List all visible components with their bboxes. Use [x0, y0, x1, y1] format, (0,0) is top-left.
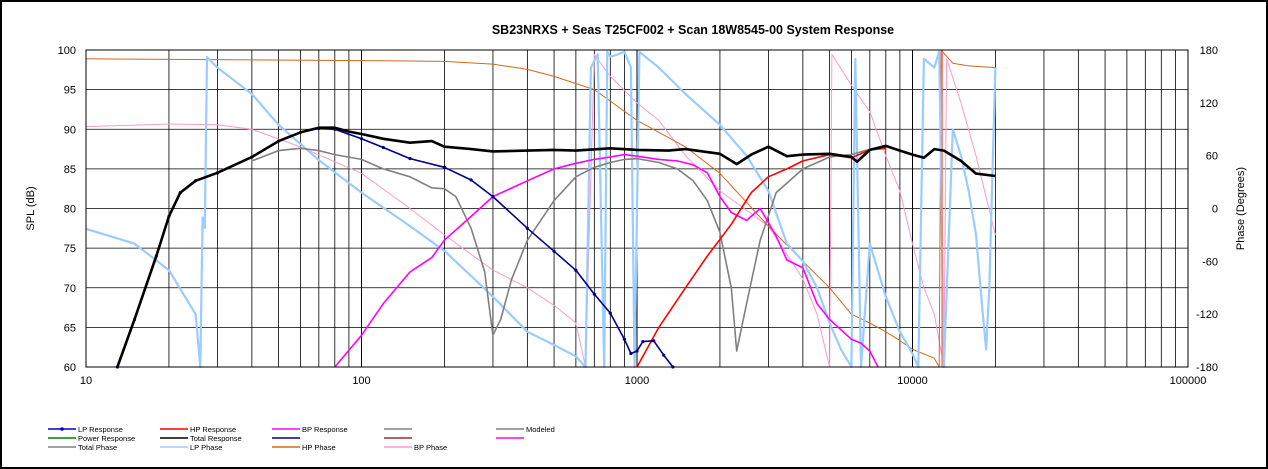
y-tick-label: 65	[64, 322, 76, 334]
y2-tick-label: 0	[1212, 204, 1218, 216]
y2-tick-label: -180	[1196, 362, 1218, 374]
legend: LP Response HP Response BP Response Modeled…	[48, 425, 555, 452]
lp-response-marker	[552, 249, 556, 253]
lp-response-marker	[408, 156, 412, 161]
axis-ticks: 10 100 1000 10000 100000 60 65 70 75 80 85 90 95 100 -…	[58, 45, 1218, 387]
y-tick-label: 60	[64, 362, 76, 374]
lp-response-marker	[662, 353, 666, 357]
lp-response-marker	[469, 178, 473, 182]
series-bp-response	[334, 153, 879, 368]
series-total-response	[116, 126, 996, 368]
lp-response-marker	[381, 145, 385, 150]
y2-tick-label: 60	[1206, 151, 1218, 163]
y2-tick-label: -60	[1202, 256, 1218, 268]
y-tick-label: 100	[58, 45, 76, 57]
legend-label: HP Response	[190, 425, 236, 434]
lp-response-marker	[359, 137, 364, 141]
legend-label: HP Phase	[302, 443, 336, 452]
y-tick-label: 85	[64, 164, 76, 176]
legend-label: BP Phase	[414, 443, 447, 452]
x-tick-label: 100	[352, 375, 370, 387]
chart-title: SB23NRXS + Seas T25CF002 + Scan 18W8545-…	[492, 23, 894, 37]
y2-tick-label: 180	[1200, 45, 1218, 57]
lp-response-marker	[608, 311, 612, 315]
series-layer	[85, 49, 997, 369]
y-tick-label: 95	[64, 85, 76, 97]
y-tick-label: 80	[64, 204, 76, 216]
y2-tick-label: 120	[1200, 98, 1218, 110]
x-tick-label: 10	[80, 375, 92, 387]
series-bp-phase	[85, 53, 996, 368]
legend-label: Modeled	[526, 425, 555, 434]
series-modeled	[251, 147, 886, 352]
plot-border	[85, 49, 1189, 368]
lp-response-marker	[574, 268, 578, 272]
y2-axis-label: Phase (Degrees)	[1235, 167, 1247, 250]
lp-response-marker	[629, 351, 633, 356]
lp-response-marker	[525, 226, 529, 230]
x-tick-label: 1000	[625, 375, 649, 387]
y-tick-label: 90	[64, 124, 76, 136]
series-lp-phase	[85, 50, 997, 369]
legend-label: Total Response	[190, 434, 242, 443]
y-tick-label: 70	[64, 283, 76, 295]
legend-label: BP Response	[302, 425, 348, 434]
legend-label: LP Response	[78, 425, 123, 434]
y-tick-label: 75	[64, 243, 76, 255]
lp-response-marker	[635, 349, 639, 353]
lp-response-marker	[491, 195, 495, 199]
lp-response-marker	[652, 339, 656, 343]
lp-response-marker	[622, 337, 626, 341]
legend-marker	[60, 427, 64, 431]
series-hp-phase	[85, 49, 996, 368]
lp-response-marker	[442, 165, 447, 169]
x-tick-label: 10000	[897, 375, 928, 387]
x-tick-label: 100000	[1170, 375, 1207, 387]
legend-label: Total Phase	[78, 443, 117, 452]
lp-response-marker	[592, 292, 596, 296]
lp-response-marker	[641, 340, 645, 344]
y-axis-label: SPL (dB)	[25, 186, 37, 230]
legend-label: LP Phase	[190, 443, 222, 452]
y2-tick-label: -120	[1196, 309, 1218, 321]
legend-label: Power Response	[78, 434, 135, 443]
